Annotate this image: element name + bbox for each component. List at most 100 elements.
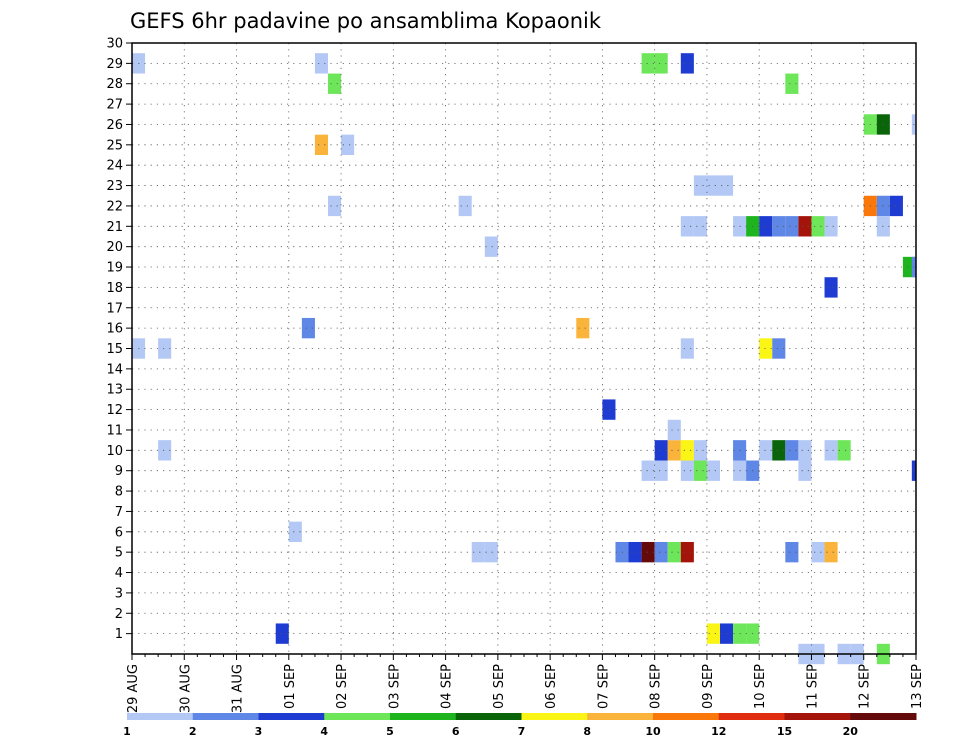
y-tick-label: 27 bbox=[106, 98, 123, 113]
legend-swatch bbox=[521, 713, 588, 720]
cell bbox=[680, 541, 694, 563]
y-tick-label: 14 bbox=[106, 362, 123, 377]
legend-swatch bbox=[258, 713, 325, 720]
cell bbox=[667, 440, 681, 461]
y-tick-label: 20 bbox=[106, 240, 123, 255]
cell bbox=[314, 134, 328, 156]
cell bbox=[680, 53, 694, 74]
x-axis: 29 AUG 30 AUG 31 AUG 01 SEP 02 SEP 03 SEP 04 S… bbox=[126, 654, 925, 713]
x-tick-label: 07 SEP bbox=[596, 664, 611, 709]
cell bbox=[680, 440, 694, 461]
x-tick-label: 06 SEP bbox=[544, 664, 559, 709]
cell bbox=[158, 338, 172, 359]
cell bbox=[654, 460, 668, 481]
y-tick-label: 30 bbox=[106, 37, 123, 52]
y-tick-label: 6 bbox=[115, 525, 123, 540]
legend-label: 2 bbox=[189, 725, 197, 738]
y-tick-label: 9 bbox=[115, 464, 123, 479]
x-tick-label: 02 SEP bbox=[335, 664, 350, 709]
y-tick-label: 29 bbox=[106, 57, 123, 72]
cell bbox=[471, 541, 485, 563]
legend-label: 10 bbox=[645, 725, 661, 738]
y-tick-label: 25 bbox=[106, 138, 123, 153]
y-tick-label: 4 bbox=[115, 566, 123, 581]
cell bbox=[706, 623, 720, 644]
x-tick-label: 30 AUG bbox=[178, 664, 193, 713]
cell bbox=[811, 541, 825, 563]
chart-title: GEFS 6hr padavine po ansamblima Kopaonik bbox=[130, 9, 602, 33]
cell bbox=[837, 440, 851, 461]
y-tick-label: 15 bbox=[106, 342, 123, 357]
legend-label: 12 bbox=[711, 725, 726, 738]
cell bbox=[328, 73, 342, 94]
cell bbox=[824, 216, 838, 237]
cell bbox=[576, 317, 590, 339]
x-tick-label: 10 SEP bbox=[753, 664, 768, 709]
legend-label: 20 bbox=[843, 725, 859, 738]
cell bbox=[811, 216, 825, 237]
cell bbox=[798, 460, 812, 481]
cell bbox=[785, 73, 799, 94]
legend-swatch bbox=[127, 713, 194, 720]
y-tick-label: 23 bbox=[106, 179, 123, 194]
legend-swatch bbox=[850, 713, 917, 720]
cell bbox=[680, 338, 694, 359]
legend-label: 8 bbox=[583, 725, 591, 738]
cell bbox=[785, 216, 799, 237]
cell bbox=[785, 440, 799, 461]
y-tick-label: 2 bbox=[115, 607, 123, 622]
grid-layer bbox=[132, 42, 916, 654]
y-tick-label: 24 bbox=[106, 159, 123, 174]
x-tick-label: 12 SEP bbox=[858, 664, 873, 709]
legend-label: 1 bbox=[123, 725, 131, 738]
x-tick-label: 09 SEP bbox=[701, 664, 716, 709]
cell bbox=[798, 440, 812, 461]
x-tick-label: 08 SEP bbox=[649, 664, 664, 709]
legend-label: 4 bbox=[320, 725, 328, 738]
y-tick-label: 13 bbox=[106, 383, 123, 398]
y-tick-label: 19 bbox=[106, 261, 123, 276]
legend-swatch bbox=[587, 713, 654, 720]
cell bbox=[772, 338, 786, 359]
cell bbox=[706, 460, 720, 481]
legend-label: 6 bbox=[452, 725, 460, 738]
legend-label: 5 bbox=[386, 725, 394, 738]
cell bbox=[641, 460, 655, 481]
cell bbox=[458, 195, 472, 217]
cell bbox=[693, 175, 707, 196]
cell bbox=[759, 338, 773, 359]
x-tick-label: 05 SEP bbox=[492, 664, 507, 709]
y-tick-label: 22 bbox=[106, 199, 123, 214]
cell bbox=[328, 195, 342, 217]
cell bbox=[798, 216, 812, 237]
x-tick-label: 11 SEP bbox=[805, 664, 820, 709]
y-tick-label: 5 bbox=[115, 546, 123, 561]
cell bbox=[680, 460, 694, 481]
cell bbox=[314, 53, 328, 74]
cell bbox=[275, 623, 289, 644]
cell bbox=[341, 134, 355, 156]
cell bbox=[654, 541, 668, 563]
x-tick-label: 04 SEP bbox=[440, 664, 455, 709]
x-tick-label: 13 SEP bbox=[910, 664, 925, 709]
legend-swatch bbox=[390, 713, 457, 720]
y-tick-label: 28 bbox=[106, 77, 123, 92]
y-tick-label: 12 bbox=[106, 403, 123, 418]
cell bbox=[824, 440, 838, 461]
cell bbox=[602, 399, 616, 420]
cell bbox=[824, 277, 838, 298]
cell bbox=[785, 541, 799, 563]
cell bbox=[484, 236, 498, 257]
x-tick-label: 31 AUG bbox=[231, 664, 246, 713]
cell bbox=[759, 440, 773, 461]
y-tick-label: 3 bbox=[115, 586, 123, 601]
y-tick-label: 17 bbox=[106, 301, 123, 316]
cell bbox=[824, 541, 838, 563]
y-tick-label: 11 bbox=[106, 423, 123, 438]
y-tick-label: 10 bbox=[106, 444, 123, 459]
cell bbox=[641, 541, 655, 563]
legend-swatch bbox=[324, 713, 391, 720]
cell bbox=[693, 216, 707, 237]
plot-frame bbox=[131, 42, 917, 655]
cell bbox=[889, 195, 903, 217]
